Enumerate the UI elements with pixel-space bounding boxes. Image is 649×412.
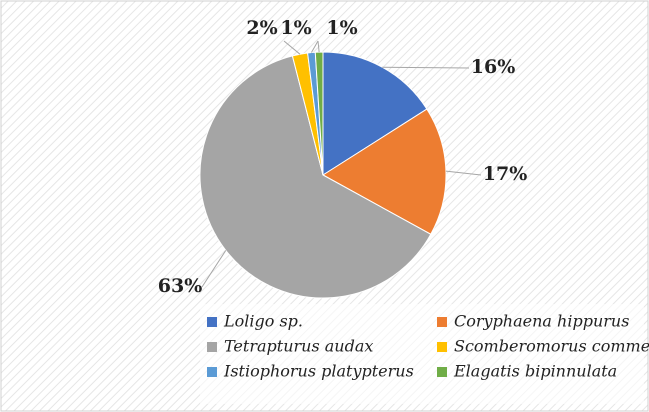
leader-line — [310, 40, 319, 53]
pie-slice — [322, 108, 447, 235]
leader-line — [201, 250, 227, 288]
data-label: 1% — [280, 17, 311, 39]
legend-swatch — [207, 342, 217, 352]
legend-label: Tetrapturus audax — [224, 337, 373, 356]
data-label: 16% — [471, 56, 516, 78]
legend-label: Elagatis bipinnulata — [453, 362, 617, 381]
pie-slice — [199, 55, 432, 299]
legend-label: Loligo sp. — [223, 312, 303, 331]
legend-swatch — [437, 317, 447, 327]
leader-line — [382, 66, 470, 69]
legend-background — [200, 304, 644, 404]
legend-swatch — [437, 342, 447, 352]
legend-label: Istiophorus platypterus — [223, 362, 414, 381]
legend-swatch — [207, 317, 217, 327]
leader-line — [317, 40, 320, 53]
legend-swatch — [437, 367, 447, 377]
legend-label: Scomberomorus commerson — [454, 337, 649, 356]
legend-label: Coryphaena hippurus — [454, 312, 629, 331]
pie-slice — [314, 51, 324, 176]
leader-line — [445, 170, 482, 176]
data-label: 17% — [483, 163, 528, 185]
pie-slice — [322, 51, 428, 176]
leader-line — [283, 40, 301, 55]
data-label: 2% — [246, 17, 277, 39]
legend-swatch — [207, 367, 217, 377]
data-label: 63% — [158, 275, 203, 297]
data-label: 1% — [326, 17, 357, 39]
